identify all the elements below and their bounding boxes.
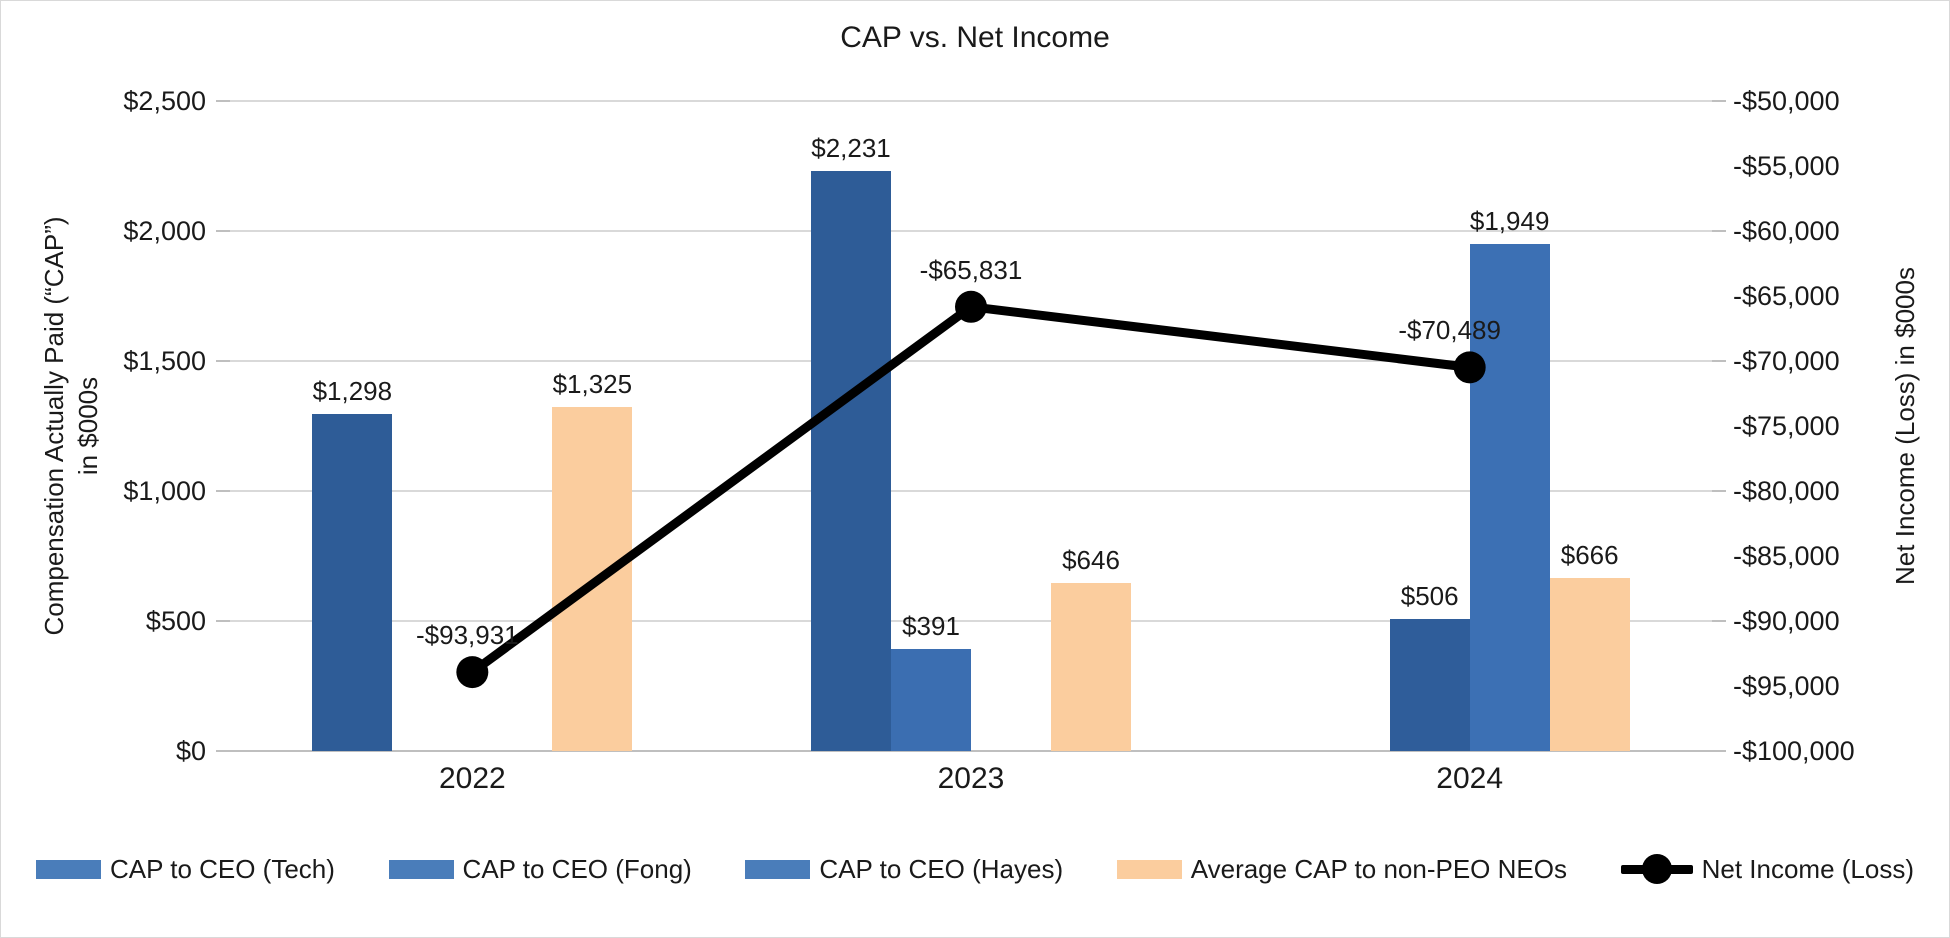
legend-item: Net Income (Loss) [1620,853,1914,885]
left-axis-tick-mark [216,620,230,622]
left-axis-tick-mark [216,360,230,362]
legend-label: CAP to CEO (Fong) [462,853,692,884]
line-data-label: -$65,831 [919,254,1023,285]
legend-label: CAP to CEO (Hayes) [819,853,1064,884]
left-axis-tick-label: $1,000 [123,476,206,506]
legend-swatch [1116,859,1182,879]
left-axis-tick-label: $0 [175,736,206,766]
legend-line-marker [1620,853,1693,885]
chart-title: CAP vs. Net Income [840,21,1110,54]
legend-item: Average CAP to non-PEO NEOs [1116,853,1567,885]
left-axis-tick-mark [216,750,230,752]
legend-swatch [745,859,811,879]
right-y-axis-title: Net Income (Loss) in $000s [1890,267,1920,585]
line-data-label: -$70,489 [1398,315,1501,346]
bar [312,413,393,751]
left-y-axis-title: Compensation Actually Paid (“CAP”) in $0… [37,76,105,776]
legend-swatch [36,859,101,879]
x-axis-category-label: 2022 [438,762,506,795]
bar-data-label: $646 [1062,545,1120,576]
right-axis-tick-label: -$100,000 [1733,736,1855,766]
bar [1389,619,1470,751]
right-axis-tick-label: -$90,000 [1733,606,1840,636]
bar [891,649,971,751]
legend-label: Net Income (Loss) [1701,853,1914,884]
right-axis-tick-mark [1712,360,1726,362]
gridline [223,230,1719,232]
right-axis-tick-label: -$75,000 [1733,411,1840,441]
x-axis-category-label: 2024 [1436,762,1504,795]
legend-label: CAP to CEO (Tech) [110,853,335,884]
legend-line-dot [1641,854,1672,884]
bar-data-label: $1,298 [312,375,393,406]
right-axis-tick-mark [1712,620,1726,622]
left-axis-tick-label: $2,000 [123,216,206,246]
right-axis-tick-label: -$55,000 [1733,151,1840,181]
left-axis-tick-mark [216,230,230,232]
bar [1051,583,1131,751]
right-axis-tick-label: -$95,000 [1733,671,1840,701]
line-data-label: -$93,931 [416,620,519,651]
right-axis-tick-label: -$50,000 [1733,86,1840,116]
left-y-axis-title-line1: Compensation Actually Paid (“CAP”) [39,216,69,636]
right-axis-tick-label: -$80,000 [1733,476,1840,506]
right-axis-tick-label: -$65,000 [1733,281,1840,311]
bar [811,170,891,751]
bar-data-label: $1,949 [1469,206,1550,237]
legend-item: CAP to CEO (Tech) [36,854,335,885]
legend-swatch [388,859,454,879]
legend-item: CAP to CEO (Hayes) [745,854,1063,885]
left-axis-tick-label: $2,500 [123,86,206,116]
bar-data-label: $666 [1560,539,1619,570]
right-axis-tick-label: -$85,000 [1733,541,1840,571]
right-axis-tick-mark [1712,490,1726,492]
right-axis-tick-label: -$70,000 [1733,346,1840,376]
right-axis-tick-label: -$60,000 [1733,216,1840,246]
net-income-point [456,656,489,689]
bar [1549,577,1630,751]
bar-data-label: $506 [1400,581,1459,612]
left-y-axis-title-line2: in $000s [73,376,103,476]
left-axis-tick-mark [216,100,230,102]
chart-legend: CAP to CEO (Tech) CAP to CEO (Fong) CAP to… [36,853,1914,885]
left-axis-tick-label: $1,500 [123,346,206,376]
right-axis-tick-mark [1712,230,1726,232]
left-axis-tick-label: $500 [145,606,206,636]
left-axis-tick-mark [216,490,230,492]
gridline [223,100,1719,102]
net-income-point [955,290,987,323]
bar [1469,244,1550,751]
bar-data-label: $391 [902,611,960,642]
legend-label: Average CAP to non-PEO NEOs [1190,853,1567,884]
bar [552,406,633,751]
bar-data-label: $1,325 [552,368,633,399]
right-axis-tick-mark [1712,750,1726,752]
x-axis-line [223,750,1719,752]
right-axis-tick-mark [1712,100,1726,102]
legend-item: CAP to CEO (Fong) [388,853,692,885]
bar-data-label: $2,231 [811,132,891,163]
x-axis-category-label: 2023 [937,762,1005,795]
